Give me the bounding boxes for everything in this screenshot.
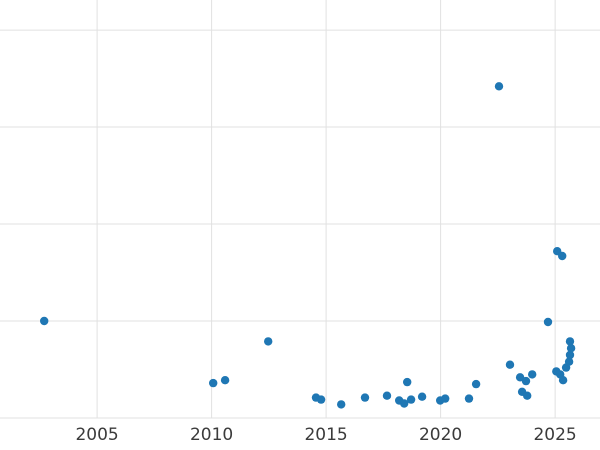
data-point — [316, 395, 326, 404]
vertical-gridlines — [96, 0, 556, 418]
data-point — [464, 394, 474, 403]
data-point — [400, 399, 409, 408]
data-point — [382, 391, 392, 400]
data-point — [209, 378, 218, 388]
data-point — [521, 376, 531, 386]
data-point — [471, 379, 481, 389]
x-tick-label: 2005 — [75, 425, 118, 445]
x-tick-label: 2025 — [533, 425, 576, 445]
x-tick-label: 2020 — [419, 425, 462, 445]
data-points — [40, 82, 576, 409]
data-point — [564, 357, 574, 366]
data-point — [417, 392, 427, 401]
data-point — [403, 377, 412, 387]
x-tick-label: 2010 — [190, 425, 233, 445]
data-point — [360, 393, 370, 402]
data-point — [558, 376, 568, 385]
data-point — [566, 344, 576, 353]
data-point — [494, 82, 504, 91]
data-point — [441, 394, 450, 403]
data-point — [543, 317, 553, 327]
data-point — [406, 395, 416, 404]
data-point — [337, 400, 346, 409]
data-point — [40, 316, 49, 326]
x-axis-tick-labels: 2005 2010 2015 2020 2025 — [75, 425, 576, 445]
data-point — [220, 376, 230, 385]
data-point — [528, 370, 537, 379]
data-point — [264, 337, 273, 346]
x-tick-label: 2015 — [304, 425, 347, 445]
data-point — [565, 337, 575, 346]
data-point — [558, 251, 567, 261]
data-point — [565, 350, 575, 360]
horizontal-gridlines — [0, 29, 600, 419]
data-point — [523, 391, 532, 400]
data-point — [505, 360, 515, 369]
